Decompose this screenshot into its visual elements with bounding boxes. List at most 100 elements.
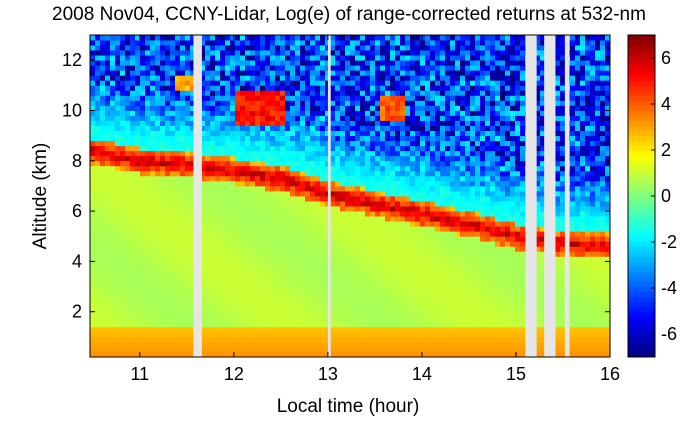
heatmap-cell bbox=[190, 190, 196, 197]
heatmap-cell bbox=[260, 231, 266, 237]
heatmap-cell bbox=[105, 271, 111, 277]
heatmap-cell bbox=[395, 256, 401, 262]
heatmap-cell bbox=[290, 221, 296, 227]
heatmap-cell bbox=[205, 351, 211, 357]
heatmap-cell bbox=[255, 55, 261, 61]
heatmap-cell bbox=[355, 246, 361, 252]
heatmap-cell bbox=[320, 95, 326, 101]
heatmap-cell bbox=[210, 125, 216, 131]
heatmap-cell bbox=[125, 351, 131, 357]
heatmap-cell bbox=[385, 341, 391, 348]
heatmap-cell bbox=[395, 130, 401, 137]
heatmap-cell bbox=[210, 190, 216, 197]
heatmap-cell bbox=[250, 95, 256, 101]
heatmap-cell bbox=[260, 326, 266, 333]
heatmap-cell bbox=[345, 60, 351, 66]
heatmap-cell bbox=[90, 135, 96, 142]
heatmap-cell bbox=[205, 266, 211, 272]
heatmap-cell bbox=[335, 140, 341, 147]
heatmap-cell bbox=[245, 50, 251, 56]
heatmap-cell bbox=[415, 175, 421, 182]
heatmap-cell bbox=[295, 291, 301, 298]
heatmap-cell bbox=[315, 271, 321, 277]
heatmap-cell bbox=[435, 75, 441, 81]
heatmap-cell bbox=[420, 80, 426, 86]
heatmap-cell bbox=[205, 311, 211, 318]
heatmap-cell bbox=[335, 60, 341, 66]
heatmap-cell bbox=[350, 211, 356, 217]
heatmap-cell bbox=[160, 286, 166, 292]
heatmap-cell bbox=[430, 316, 436, 323]
heatmap-cell bbox=[270, 276, 276, 282]
heatmap-cell bbox=[285, 336, 291, 343]
heatmap-cell bbox=[255, 70, 261, 76]
heatmap-cell bbox=[105, 145, 111, 152]
heatmap-cell bbox=[305, 95, 311, 101]
heatmap-cell bbox=[120, 346, 126, 353]
heatmap-cell bbox=[265, 296, 271, 303]
heatmap-cell bbox=[415, 140, 421, 147]
heatmap-cell bbox=[295, 65, 301, 71]
heatmap-cell bbox=[430, 75, 436, 81]
heatmap-cell bbox=[295, 95, 301, 101]
heatmap-cell bbox=[220, 55, 226, 61]
heatmap-cell bbox=[400, 190, 406, 197]
heatmap-cell bbox=[125, 226, 131, 232]
heatmap-cell bbox=[415, 45, 421, 51]
heatmap-cell bbox=[440, 256, 446, 262]
heatmap-cell bbox=[465, 105, 471, 111]
heatmap-cell bbox=[160, 241, 166, 247]
heatmap-cell bbox=[355, 241, 361, 247]
heatmap-cell bbox=[305, 165, 311, 172]
heatmap-cell bbox=[465, 75, 471, 81]
heatmap-cell bbox=[315, 140, 321, 147]
heatmap-cell bbox=[255, 321, 261, 328]
heatmap-cell bbox=[335, 185, 341, 192]
heatmap-cell bbox=[415, 185, 421, 192]
heatmap-cell bbox=[230, 206, 236, 212]
heatmap-cell bbox=[350, 256, 356, 262]
heatmap-cell bbox=[145, 65, 151, 71]
heatmap-cell bbox=[350, 311, 356, 318]
heatmap-cell bbox=[235, 40, 241, 46]
heatmap-cell bbox=[145, 105, 151, 111]
heatmap-cell bbox=[280, 90, 286, 96]
heatmap-cell bbox=[390, 140, 396, 147]
heatmap-cell bbox=[280, 70, 286, 76]
heatmap-cell bbox=[100, 140, 106, 147]
heatmap-cell bbox=[380, 100, 386, 106]
heatmap-cell bbox=[330, 50, 336, 56]
heatmap-cell bbox=[345, 100, 351, 106]
heatmap-cell bbox=[150, 261, 156, 267]
heatmap-cell bbox=[360, 35, 366, 41]
heatmap-cell bbox=[460, 105, 466, 111]
heatmap-cell bbox=[305, 35, 311, 41]
heatmap-cell bbox=[310, 35, 316, 41]
heatmap-cell bbox=[400, 201, 406, 207]
heatmap-cell bbox=[315, 261, 321, 267]
heatmap-cell bbox=[90, 90, 96, 96]
heatmap-cell bbox=[115, 296, 121, 303]
heatmap-cell bbox=[300, 65, 306, 71]
heatmap-cell bbox=[410, 236, 416, 242]
heatmap-cell bbox=[240, 291, 246, 298]
heatmap-cell bbox=[420, 45, 426, 51]
heatmap-cell bbox=[310, 226, 316, 232]
heatmap-cell bbox=[140, 256, 146, 262]
heatmap-cell bbox=[100, 236, 106, 242]
heatmap-cell bbox=[340, 40, 346, 46]
heatmap-cell bbox=[130, 45, 136, 51]
heatmap-cell bbox=[300, 60, 306, 66]
heatmap-cell bbox=[215, 346, 221, 353]
heatmap-cell bbox=[355, 296, 361, 303]
heatmap-cell bbox=[325, 135, 331, 142]
heatmap-cell bbox=[285, 165, 291, 172]
heatmap-cell bbox=[160, 35, 166, 41]
heatmap-cell bbox=[240, 226, 246, 232]
heatmap-cell bbox=[255, 145, 261, 152]
heatmap-cell bbox=[415, 236, 421, 242]
heatmap-cell bbox=[360, 301, 366, 308]
heatmap-cell bbox=[460, 246, 466, 252]
heatmap-cell bbox=[380, 231, 386, 237]
heatmap-cell bbox=[90, 261, 96, 267]
